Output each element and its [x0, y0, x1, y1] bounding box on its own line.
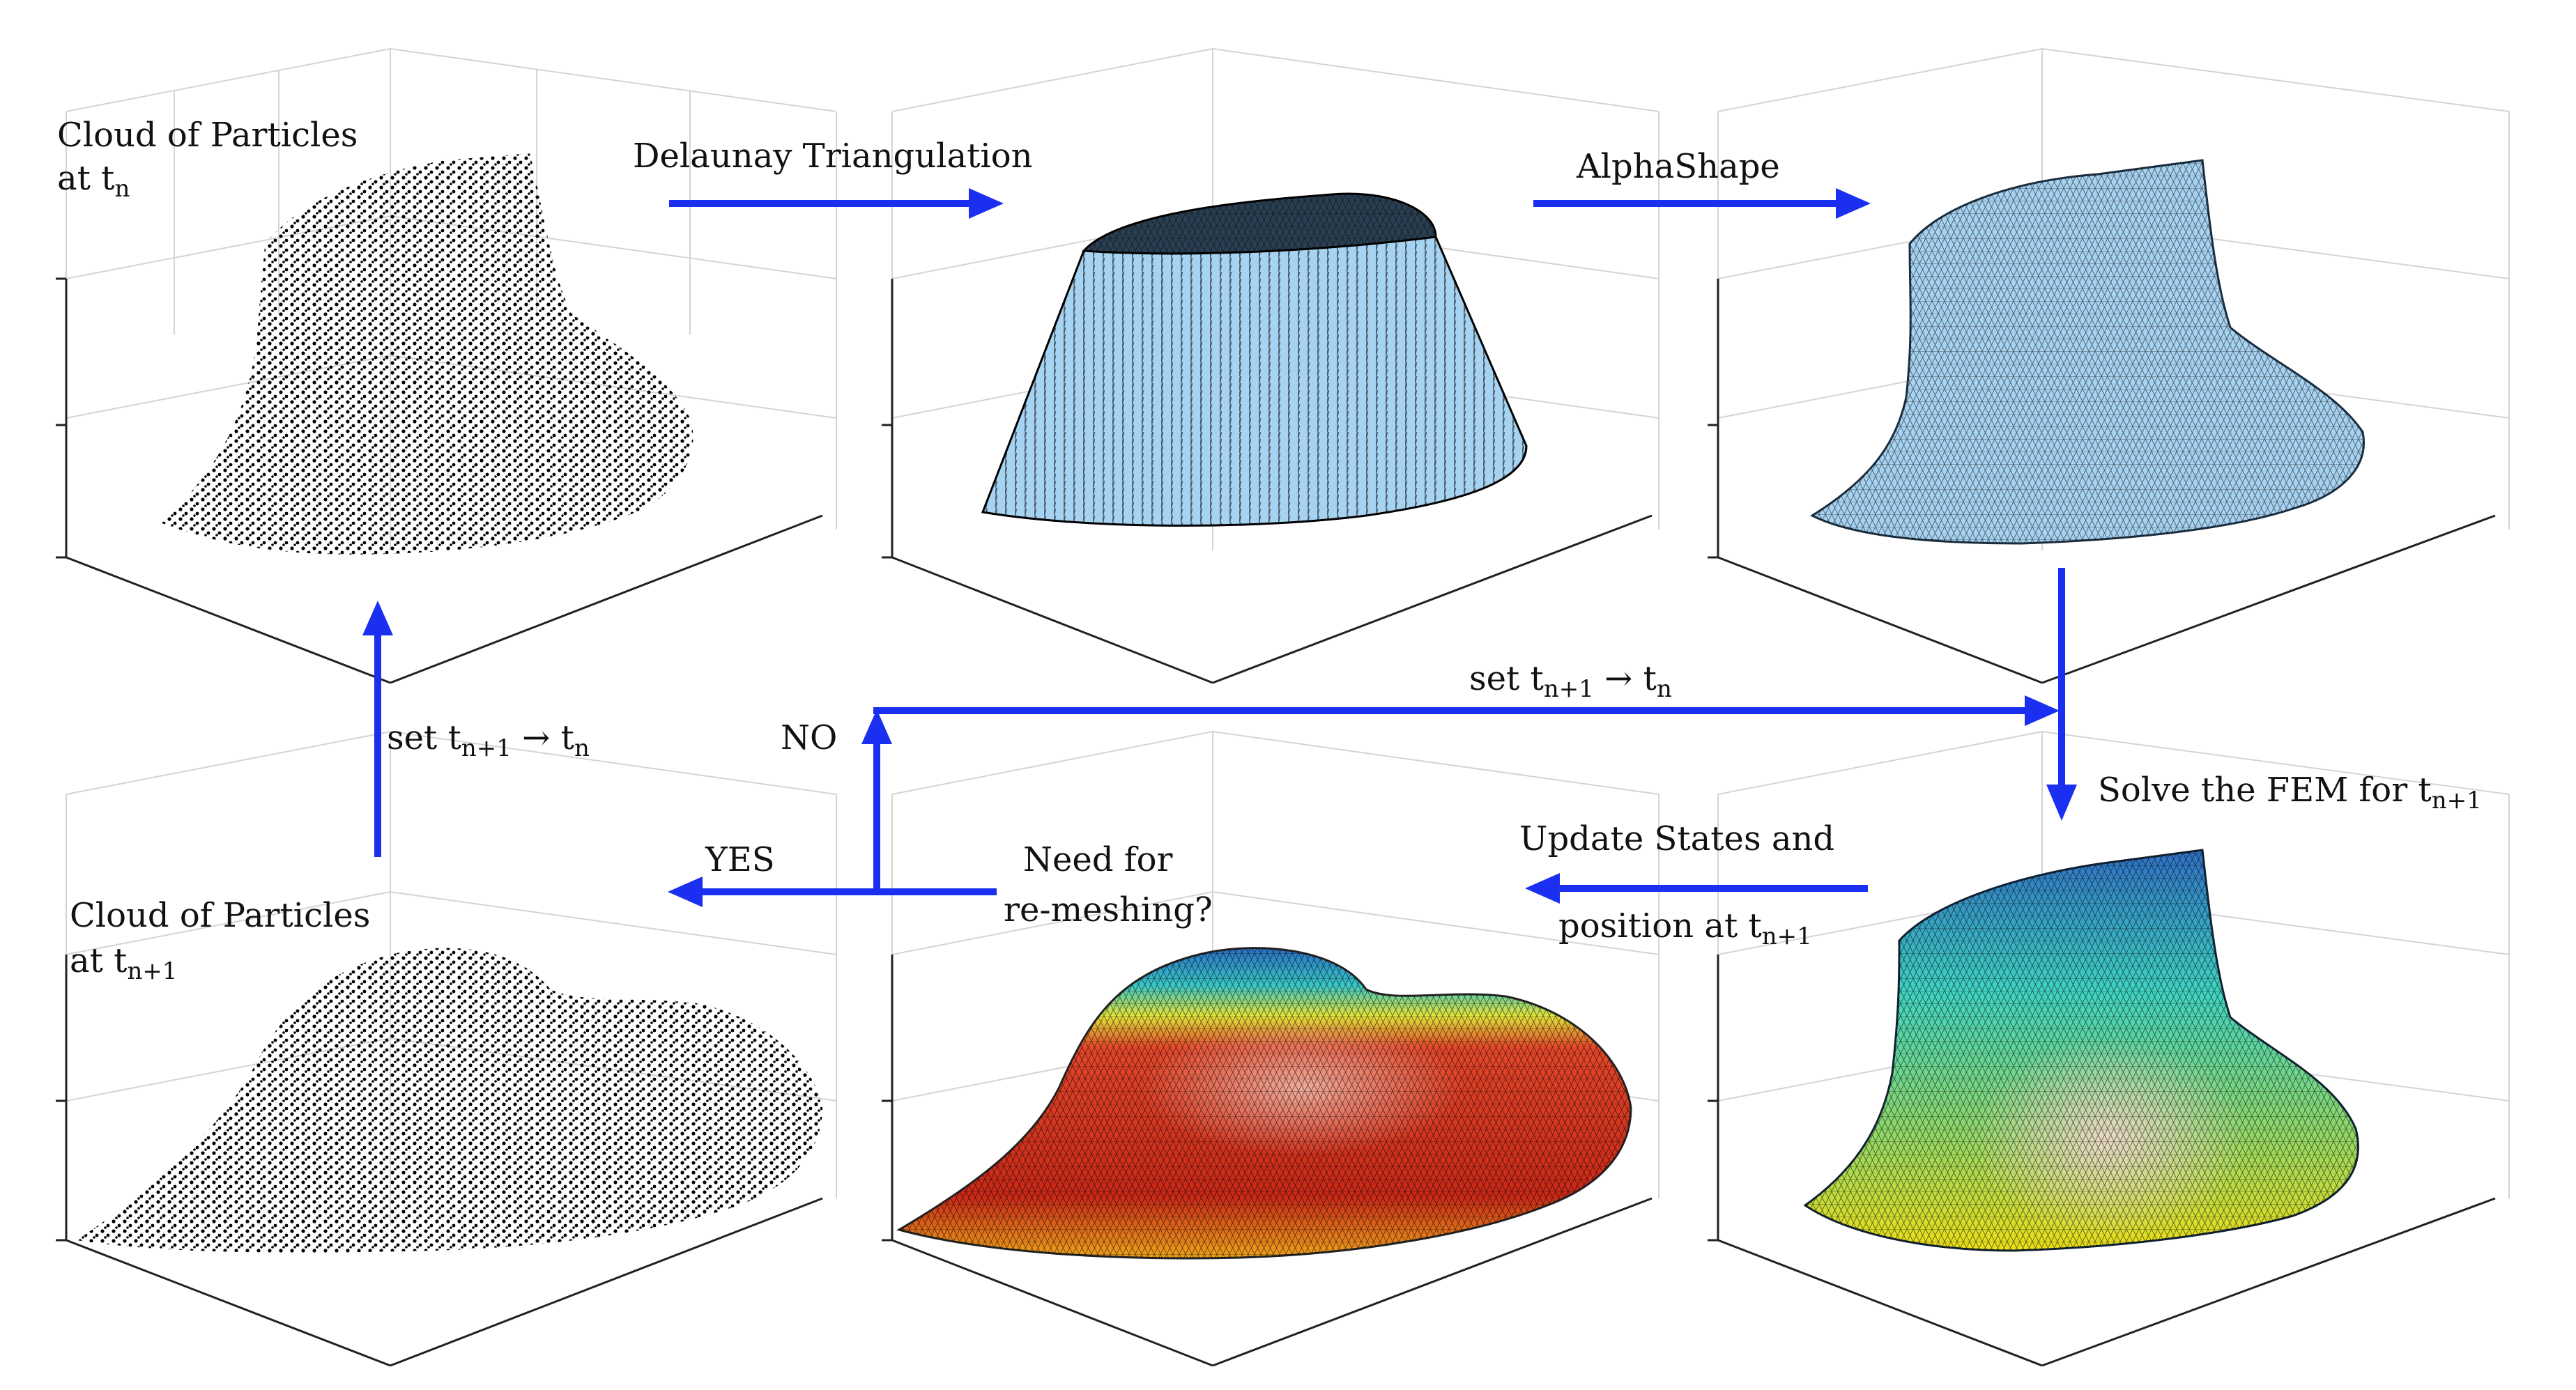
fem-solution-mesh-icon — [1803, 849, 2359, 1252]
arrow-update-states — [1525, 873, 1868, 904]
arrow-remeshing-no — [861, 709, 892, 892]
update-line2: position at tn+1 — [1558, 906, 1812, 950]
solve-fem-label: Solve the FEM for tn+1 — [2098, 771, 2482, 814]
cloud-tn1-line1: Cloud of Particles — [70, 896, 370, 935]
arrow-need-remeshing-yes — [668, 877, 997, 907]
arrow-delaunay — [669, 188, 1004, 219]
no-label: NO — [781, 718, 837, 757]
cloud-tn-line1: Cloud of Particles — [57, 116, 358, 155]
particle-cloud-icon — [160, 153, 693, 555]
set-left-label: set tn+1 → tn — [387, 718, 590, 762]
remesh-solution-mesh-icon — [896, 947, 1632, 1260]
need-remeshing-line1: Need for — [1023, 840, 1172, 879]
arrow-solve-fem — [2046, 568, 2077, 821]
yes-label: YES — [705, 840, 775, 879]
set-top-label: set tn+1 → tn — [1469, 659, 1672, 703]
arrow-set-left — [362, 601, 393, 857]
arrow-set-top — [873, 695, 2060, 726]
delaunay-mesh-icon — [981, 192, 1528, 527]
update-line1: Update States and — [1519, 819, 1834, 858]
updated-particle-cloud-icon — [77, 948, 822, 1253]
arrow-alphashape — [1533, 188, 1871, 219]
delaunay-label: Delaunay Triangulation — [633, 137, 1033, 176]
alphashape-mesh-icon — [1809, 159, 2365, 545]
cloud-tn-line2: at tn — [57, 159, 130, 203]
cloud-tn1-line2: at tn+1 — [70, 941, 177, 985]
alphashape-label: AlphaShape — [1576, 147, 1780, 186]
need-remeshing-line2: re-meshing? — [1004, 890, 1213, 929]
